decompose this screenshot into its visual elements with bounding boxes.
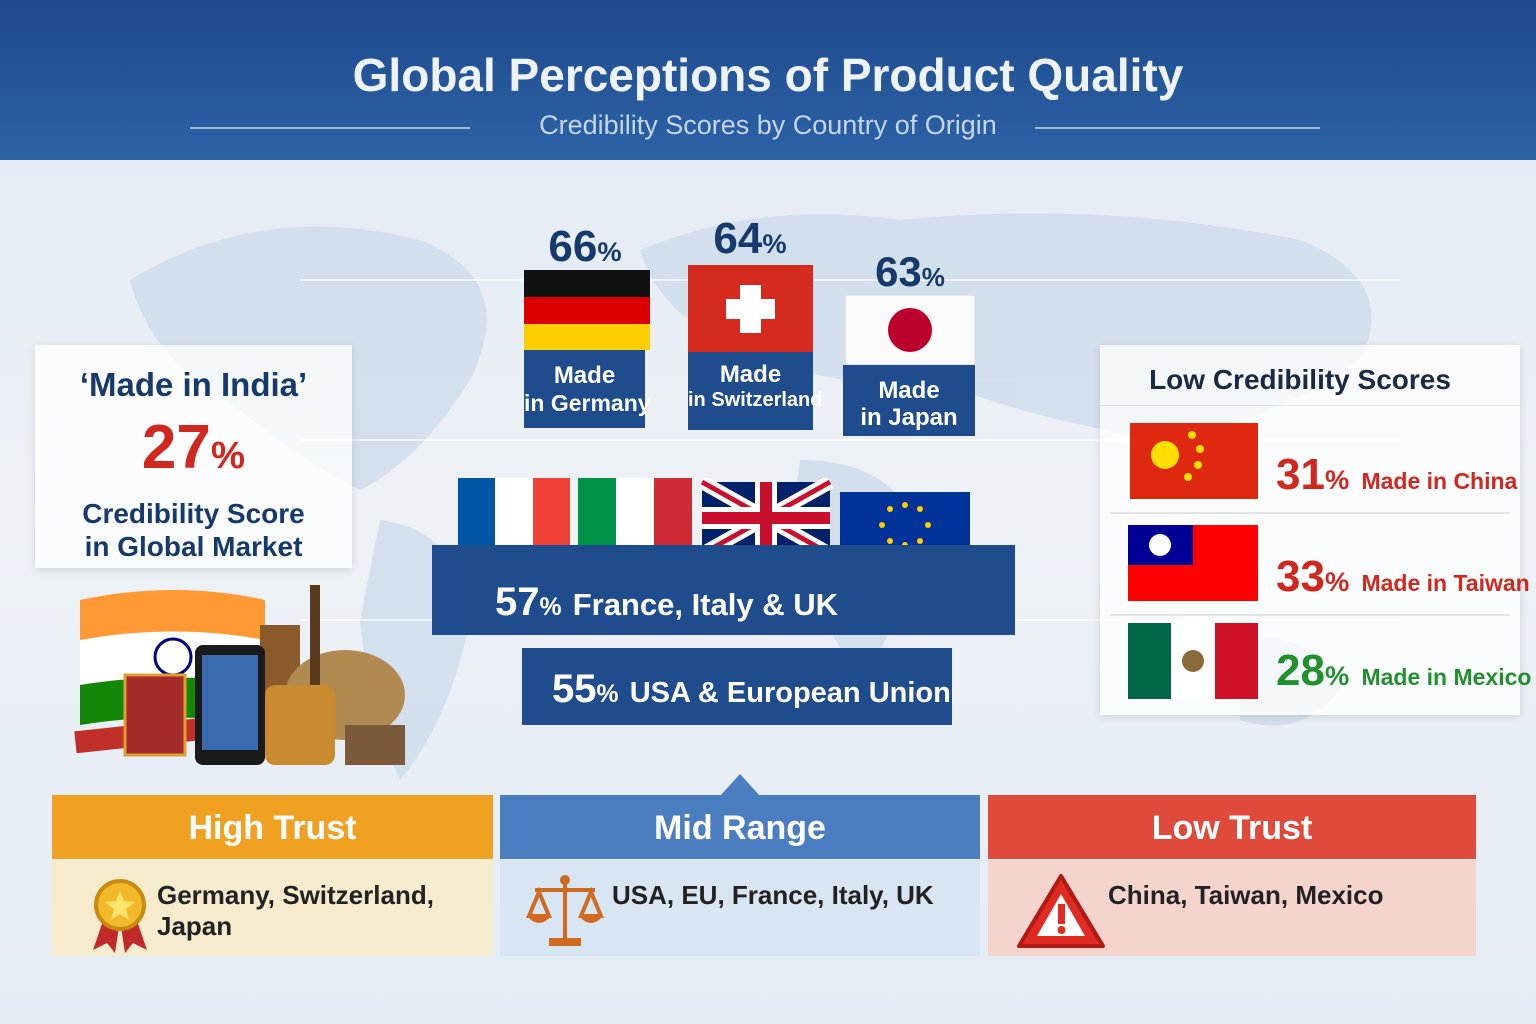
flag-switzerland: [688, 265, 813, 352]
warning-icon: [1017, 874, 1105, 948]
unit: %: [539, 594, 562, 621]
medal-icon: [93, 879, 147, 953]
unit: %: [597, 236, 622, 267]
unit: %: [1324, 566, 1350, 597]
country-label-line: in Switzerland: [688, 389, 823, 411]
mid-group-bar: [432, 545, 1015, 635]
unit: %: [762, 228, 787, 259]
tier-header: Low Trust: [988, 795, 1476, 859]
india-products-illustration: [74, 585, 405, 765]
score: 28: [1276, 646, 1325, 695]
country-label-line: Made: [553, 362, 616, 389]
mid-group-text: 55% USA & European Union: [552, 667, 951, 712]
unit: %: [210, 434, 246, 477]
country-label-line: Made: [878, 377, 940, 404]
unit: %: [1324, 660, 1350, 691]
mid-group-text: 57% France, Italy & UK: [495, 580, 838, 625]
unit: %: [1324, 464, 1350, 495]
india-panel: [35, 345, 352, 568]
header-band: [0, 0, 1536, 160]
pointer: [720, 774, 760, 796]
score: 33: [1276, 552, 1325, 601]
mid-group-bar: [522, 648, 952, 725]
country-label: [843, 365, 975, 436]
title: Global Perceptions of Product Quality: [352, 49, 1184, 101]
unit: %: [921, 262, 945, 292]
score: 57: [495, 580, 540, 624]
subtitle: Credibility Scores by Country of Origin: [539, 110, 997, 140]
country-label-line: in Japan: [860, 404, 958, 431]
country-label-line: Made: [719, 361, 782, 388]
country-label: [688, 352, 813, 430]
flag-japan: [845, 295, 975, 365]
tier-countries: USA, EU, France, Italy, UK: [612, 880, 934, 910]
india-caption: Credibility Score: [82, 498, 305, 529]
low-item-label: Made in China: [1361, 468, 1518, 494]
country-label: [524, 350, 645, 428]
top-score: 66%: [525, 222, 645, 272]
score: 64: [713, 214, 763, 263]
scales-icon: [526, 875, 604, 946]
flag-germany: [524, 270, 650, 350]
india-score: 27%: [35, 412, 352, 483]
score: 55: [552, 667, 597, 711]
low-item: 31% Made in China: [1276, 450, 1517, 500]
group-label: USA & European Union: [629, 677, 951, 709]
india-label: ‘Made in India’: [79, 366, 308, 403]
group-label: France, Italy & UK: [572, 587, 838, 622]
tier-countries: China, Taiwan, Mexico: [1108, 880, 1384, 910]
low-item-label: Made in Mexico: [1361, 664, 1532, 690]
low-item: 28% Made in Mexico: [1276, 646, 1531, 696]
top-score: 63%: [850, 248, 970, 296]
tier-countries: Germany, Switzerland, Japan: [157, 880, 434, 941]
tier-header: High Trust: [52, 795, 493, 859]
score: 27: [141, 413, 211, 482]
low-item: 33% Made in Taiwan: [1276, 552, 1530, 602]
low-panel-flags: [1100, 405, 1520, 699]
tier-body: USA, EU, France, Italy, UK: [500, 860, 980, 956]
top-score: 64%: [690, 214, 810, 264]
country-label-line: in Germany: [524, 390, 651, 416]
low-panel-title: Low Credibility Scores: [1149, 364, 1451, 395]
low-item-label: Made in Taiwan: [1361, 570, 1530, 596]
tier-header: Mid Range: [500, 795, 980, 859]
subtitle-rules: [190, 127, 1320, 129]
india-caption: in Global Market: [84, 531, 303, 562]
score: 66: [548, 222, 598, 271]
score: 31: [1276, 450, 1325, 499]
score: 63: [875, 248, 922, 295]
unit: %: [596, 681, 619, 708]
